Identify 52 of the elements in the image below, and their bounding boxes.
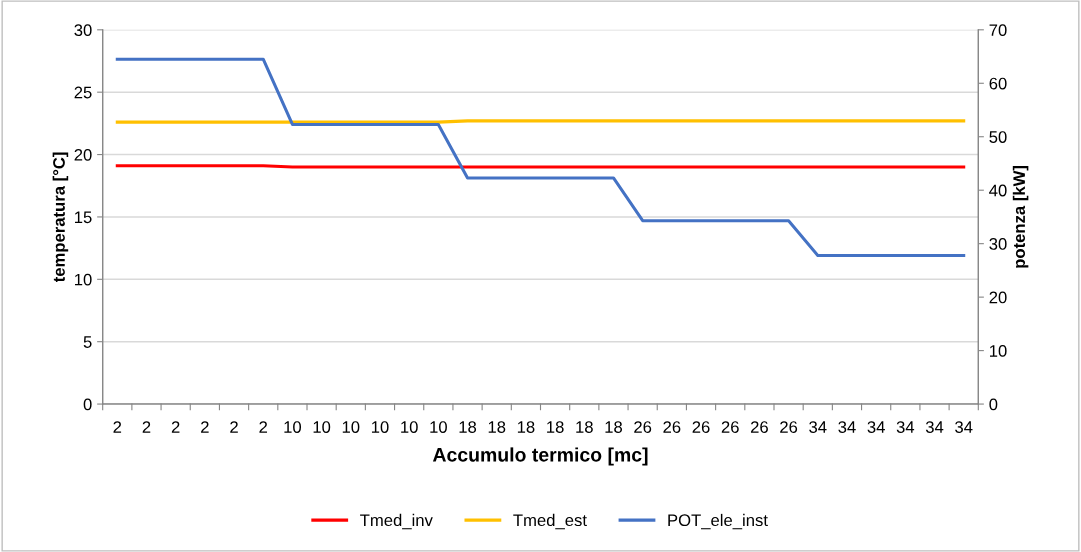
x-tick-label: 10 (313, 421, 331, 433)
x-tick-label: 26 (780, 421, 798, 433)
x-tick-label: 10 (401, 421, 418, 433)
y2-tick-label: 20 (989, 291, 1007, 304)
x-tick-label: 10 (284, 421, 302, 433)
y2-tick-label: 10 (989, 345, 1007, 357)
y-tick-label: 5 (83, 336, 92, 348)
legend-label: Tmed_inv (360, 513, 433, 530)
x-tick-label: 18 (459, 421, 477, 433)
x-tick-label: 18 (547, 421, 564, 433)
y-tick-label: 25 (74, 86, 92, 99)
y2-tick-label: 60 (989, 77, 1007, 90)
y-tick-label: 0 (83, 398, 92, 411)
legend-label: Tmed_est (513, 513, 587, 530)
x-tick-label: 2 (230, 421, 238, 433)
y2-tick-label: 30 (989, 238, 1007, 250)
x-tick-label: 34 (925, 421, 944, 433)
x-tick-label: 18 (488, 421, 506, 433)
x-tick-label: 2 (201, 421, 209, 433)
y-axis-title: temperatura [°C] (52, 152, 69, 283)
x-tick-label: 26 (692, 421, 710, 433)
line-series (115, 57, 966, 257)
x-tick-label: 26 (634, 421, 652, 433)
x-tick-label: 10 (430, 421, 447, 433)
x-tick-label: 34 (809, 421, 827, 433)
y-tick-label: 15 (75, 211, 92, 224)
x-tick-label: 26 (721, 421, 739, 433)
x-tick-label: 10 (371, 421, 389, 433)
y2-tick-label: 50 (989, 131, 1007, 143)
x-tick-label: 18 (517, 421, 535, 433)
x-tick-label: 2 (113, 421, 122, 433)
y2-axis-title: potenza [kW] (1012, 166, 1029, 268)
x-tick-label: 26 (663, 421, 681, 433)
x-tick-label: 34 (955, 421, 973, 433)
x-axis-title: Accumulo termico [mc] (432, 447, 648, 466)
x-tick-label: 18 (576, 421, 593, 433)
legend-label: POT_ele_inst (668, 513, 768, 530)
x-tick-label: 2 (142, 421, 151, 433)
x-tick-label: 34 (896, 421, 915, 433)
x-tick-label: 18 (605, 421, 623, 433)
x-tick-label: 2 (171, 421, 180, 433)
y2-tick-label: 0 (989, 398, 998, 411)
x-tick-label: 26 (750, 421, 768, 433)
x-tick-label: 34 (867, 421, 885, 433)
y-tick-label: 30 (74, 24, 92, 37)
y2-tick-label: 70 (989, 24, 1007, 37)
y-tick-label: 10 (75, 273, 92, 286)
x-tick-label: 2 (259, 421, 268, 433)
y-tick-label: 20 (74, 148, 92, 161)
x-tick-label: 34 (838, 421, 856, 433)
x-tick-label: 10 (342, 421, 360, 433)
y2-tick-label: 40 (989, 184, 1007, 197)
